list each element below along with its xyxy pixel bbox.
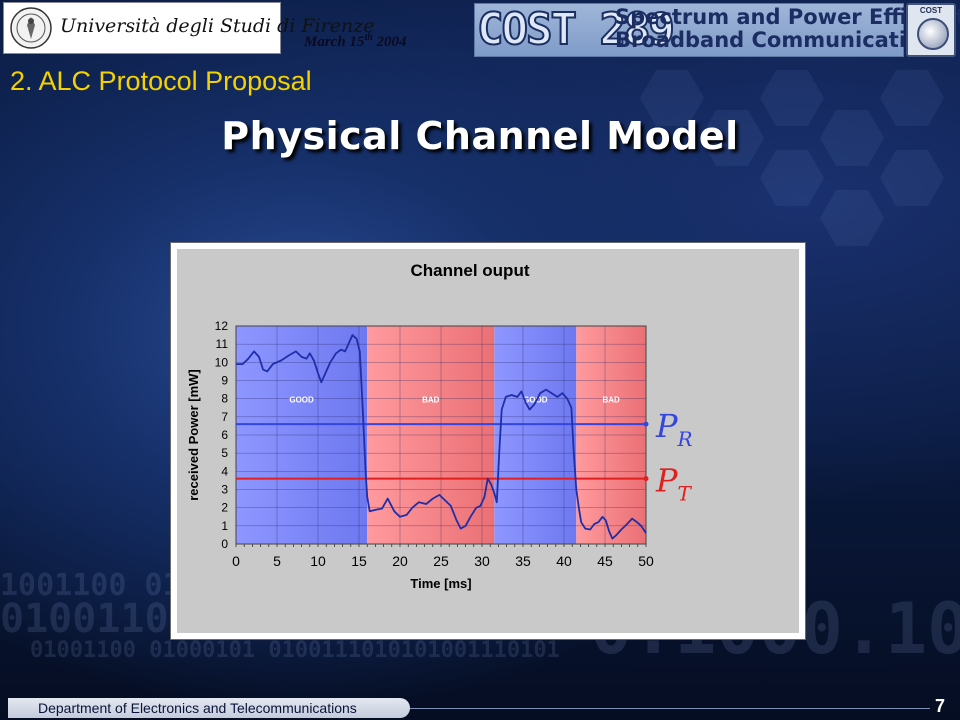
y-tick-label: 5	[221, 446, 228, 460]
y-tick-label: 3	[221, 483, 228, 497]
y-tick-label: 7	[221, 410, 228, 424]
y-tick-label: 12	[215, 319, 229, 333]
cost-action-subtitle: Spectrum and Power Efficient Broadband C…	[615, 6, 900, 52]
presentation-date: March 15th 2004	[304, 32, 407, 51]
x-tick-label: 20	[392, 553, 408, 569]
cost-subtitle-line2: Broadband Communications	[615, 29, 900, 52]
x-tick-label: 40	[556, 553, 572, 569]
chart-title: Channel ouput	[411, 261, 530, 280]
cost-badge-logo: COST	[906, 3, 956, 57]
y-tick-label: 1	[221, 519, 228, 533]
y-tick-label: 4	[221, 464, 228, 478]
channel-output-chart: 0 5 10 15 20 25 30 35 40 45 500123456789101112GOOD…	[170, 242, 806, 640]
date-suffix: th	[364, 32, 372, 43]
x-tick-label: 15	[351, 553, 367, 569]
x-tick-label: 35	[515, 553, 531, 569]
x-tick-label: 0	[232, 553, 240, 569]
page-number: 7	[935, 696, 945, 717]
section-title: 2. ALC Protocol Proposal	[10, 66, 312, 97]
y-tick-label: 2	[221, 501, 228, 515]
x-tick-label: 5	[273, 553, 281, 569]
threshold-label-main: P	[655, 462, 678, 500]
y-axis-label: received Power [mW]	[186, 369, 201, 501]
cost-badge-text: COST	[908, 6, 954, 15]
footer: Department of Electronics and Telecommun…	[0, 697, 960, 720]
threshold-label-main: P	[655, 407, 678, 445]
threshold-label-subscript: T	[678, 482, 693, 506]
x-tick-label: 30	[474, 553, 490, 569]
footer-divider	[410, 708, 930, 709]
cost-emblem-icon	[917, 18, 949, 50]
x-axis-label: Time [ms]	[410, 576, 471, 591]
x-tick-label: 10	[310, 553, 326, 569]
x-tick-label: 25	[433, 553, 449, 569]
region-label: BAD	[422, 395, 440, 404]
university-logo: Università degli Studi di Firenze	[3, 2, 281, 54]
y-tick-label: 0	[221, 537, 228, 551]
threshold-label-p_t: PT	[655, 462, 693, 506]
date-year: 2004	[377, 34, 407, 50]
footer-pill: Department of Electronics and Telecommun…	[8, 698, 410, 718]
cost-banner: COST 289 Spectrum and Power Efficient Br…	[474, 3, 904, 57]
university-seal-icon	[9, 6, 53, 50]
slide-title: Physical Channel Model	[0, 114, 960, 158]
threshold-marker	[644, 476, 649, 481]
threshold-label-subscript: R	[677, 427, 693, 451]
y-tick-label: 8	[221, 392, 228, 406]
region-label: GOOD	[289, 395, 314, 404]
threshold-marker	[644, 422, 649, 427]
y-tick-label: 9	[221, 374, 228, 388]
background-hex	[880, 150, 944, 206]
x-tick-label: 50	[638, 553, 654, 569]
y-tick-label: 6	[221, 428, 228, 442]
department-name: Department of Electronics and Telecommun…	[38, 700, 357, 716]
background-binary-text: 01001100 01000101 0100111010101001110101	[30, 638, 560, 663]
date-text: March 15	[304, 34, 364, 50]
threshold-label-p_r: PR	[655, 407, 693, 451]
cost-subtitle-line1: Spectrum and Power Efficient	[615, 6, 900, 29]
background-hex	[760, 150, 824, 206]
x-tick-label: 45	[597, 553, 613, 569]
background-hex	[820, 190, 884, 246]
y-tick-label: 10	[215, 355, 229, 369]
region-label: BAD	[602, 395, 620, 404]
y-tick-label: 11	[216, 337, 229, 351]
